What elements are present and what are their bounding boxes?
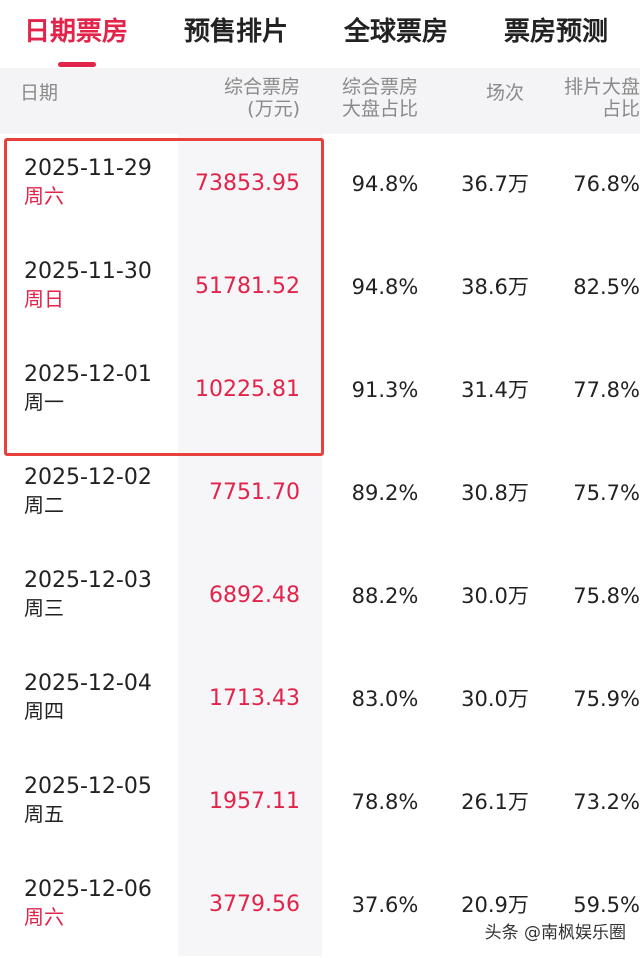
row-date: 2025-12-06 xyxy=(24,877,152,902)
active-tab-indicator xyxy=(58,62,96,67)
row-weekday: 周二 xyxy=(24,493,64,517)
row-boxoffice: 1957.11 xyxy=(209,789,300,814)
table-row[interactable]: 2025-12-05 周五 1957.11 78.8% 26.1万 73.2% xyxy=(0,752,640,855)
row-sessions: 31.4万 xyxy=(461,378,529,402)
row-screen-share: 75.9% xyxy=(573,687,640,711)
row-market-share: 89.2% xyxy=(351,481,419,505)
header-screen[interactable]: 排片大盘 占比 xyxy=(550,76,640,120)
table-row[interactable]: 2025-11-30 周日 51781.52 94.8% 38.6万 82.5% xyxy=(0,237,640,340)
row-weekday: 周日 xyxy=(24,287,64,311)
row-boxoffice: 73853.95 xyxy=(195,171,300,196)
row-weekday: 周五 xyxy=(24,802,64,826)
header-screen-line1: 排片大盘 xyxy=(563,76,640,98)
row-screen-share: 75.8% xyxy=(573,584,640,608)
row-market-share: 94.8% xyxy=(351,172,419,196)
row-sessions: 26.1万 xyxy=(461,790,529,814)
row-sessions: 20.9万 xyxy=(461,893,529,917)
row-weekday: 周三 xyxy=(24,596,64,620)
row-weekday: 周六 xyxy=(24,905,64,929)
table-row[interactable]: 2025-12-04 周四 1713.43 83.0% 30.0万 75.9% xyxy=(0,649,640,752)
tab-boxoffice-forecast[interactable]: 票房预测 xyxy=(504,17,609,47)
tab-daily-boxoffice[interactable]: 日期票房 xyxy=(24,17,129,47)
row-date: 2025-11-29 xyxy=(24,156,152,181)
row-market-share: 78.8% xyxy=(351,790,419,814)
row-date: 2025-12-03 xyxy=(24,568,152,593)
header-boxoffice-line1: 综合票房 xyxy=(223,76,300,98)
tab-presale-schedule[interactable]: 预售排片 xyxy=(184,17,289,47)
row-boxoffice: 3779.56 xyxy=(209,892,300,917)
header-boxoffice-line2: (万元) xyxy=(247,98,300,120)
row-sessions: 30.0万 xyxy=(461,687,529,711)
table-row[interactable]: 2025-12-01 周一 10225.81 91.3% 31.4万 77.8% xyxy=(0,340,640,443)
header-share-line2: 大盘占比 xyxy=(341,98,418,120)
row-market-share: 88.2% xyxy=(351,584,419,608)
tab-global-boxoffice[interactable]: 全球票房 xyxy=(344,17,449,47)
tab-bar: 日期票房 预售排片 全球票房 票房预测 xyxy=(0,0,640,68)
row-boxoffice: 6892.48 xyxy=(209,583,300,608)
table-header: 日期 综合票房 (万元) 综合票房 大盘占比 场次 排片大盘 占比 xyxy=(0,68,640,134)
row-weekday: 周六 xyxy=(24,184,64,208)
row-screen-share: 73.2% xyxy=(573,790,640,814)
row-screen-share: 59.5% xyxy=(573,893,640,917)
row-market-share: 94.8% xyxy=(351,275,419,299)
row-sessions: 36.7万 xyxy=(461,172,529,196)
table-row[interactable]: 2025-12-03 周三 6892.48 88.2% 30.0万 75.8% xyxy=(0,546,640,649)
row-market-share: 91.3% xyxy=(351,378,419,402)
row-sessions: 38.6万 xyxy=(461,275,529,299)
row-boxoffice: 51781.52 xyxy=(195,274,300,299)
row-date: 2025-11-30 xyxy=(24,259,152,284)
row-date: 2025-12-05 xyxy=(24,774,152,799)
row-screen-share: 75.7% xyxy=(573,481,640,505)
row-market-share: 83.0% xyxy=(351,687,419,711)
header-date[interactable]: 日期 xyxy=(20,82,59,104)
highlight-box xyxy=(4,138,324,456)
header-share[interactable]: 综合票房 大盘占比 xyxy=(325,76,435,120)
table-row[interactable]: 2025-11-29 周六 73853.95 94.8% 36.7万 76.8% xyxy=(0,134,640,237)
header-screen-line2: 占比 xyxy=(601,98,640,120)
row-boxoffice: 1713.43 xyxy=(209,686,300,711)
row-sessions: 30.8万 xyxy=(461,481,529,505)
row-boxoffice: 7751.70 xyxy=(209,480,300,505)
header-boxoffice[interactable]: 综合票房 (万元) xyxy=(190,76,300,120)
row-screen-share: 77.8% xyxy=(573,378,640,402)
watermark: 头条 @南枫娱乐圈 xyxy=(484,923,626,943)
row-boxoffice: 10225.81 xyxy=(195,377,300,402)
header-share-line1: 综合票房 xyxy=(341,76,418,98)
row-date: 2025-12-01 xyxy=(24,362,152,387)
row-screen-share: 82.5% xyxy=(573,275,640,299)
table-row[interactable]: 2025-12-02 周二 7751.70 89.2% 30.8万 75.7% xyxy=(0,443,640,546)
row-market-share: 37.6% xyxy=(351,893,419,917)
row-weekday: 周一 xyxy=(24,390,64,414)
boxoffice-column-background xyxy=(178,134,322,956)
row-date: 2025-12-02 xyxy=(24,465,152,490)
table-row[interactable]: 2025-12-06 周六 3779.56 37.6% 20.9万 59.5% xyxy=(0,855,640,958)
row-date: 2025-12-04 xyxy=(24,671,152,696)
header-sessions[interactable]: 场次 xyxy=(485,82,524,104)
row-screen-share: 76.8% xyxy=(573,172,640,196)
row-sessions: 30.0万 xyxy=(461,584,529,608)
row-weekday: 周四 xyxy=(24,699,64,723)
